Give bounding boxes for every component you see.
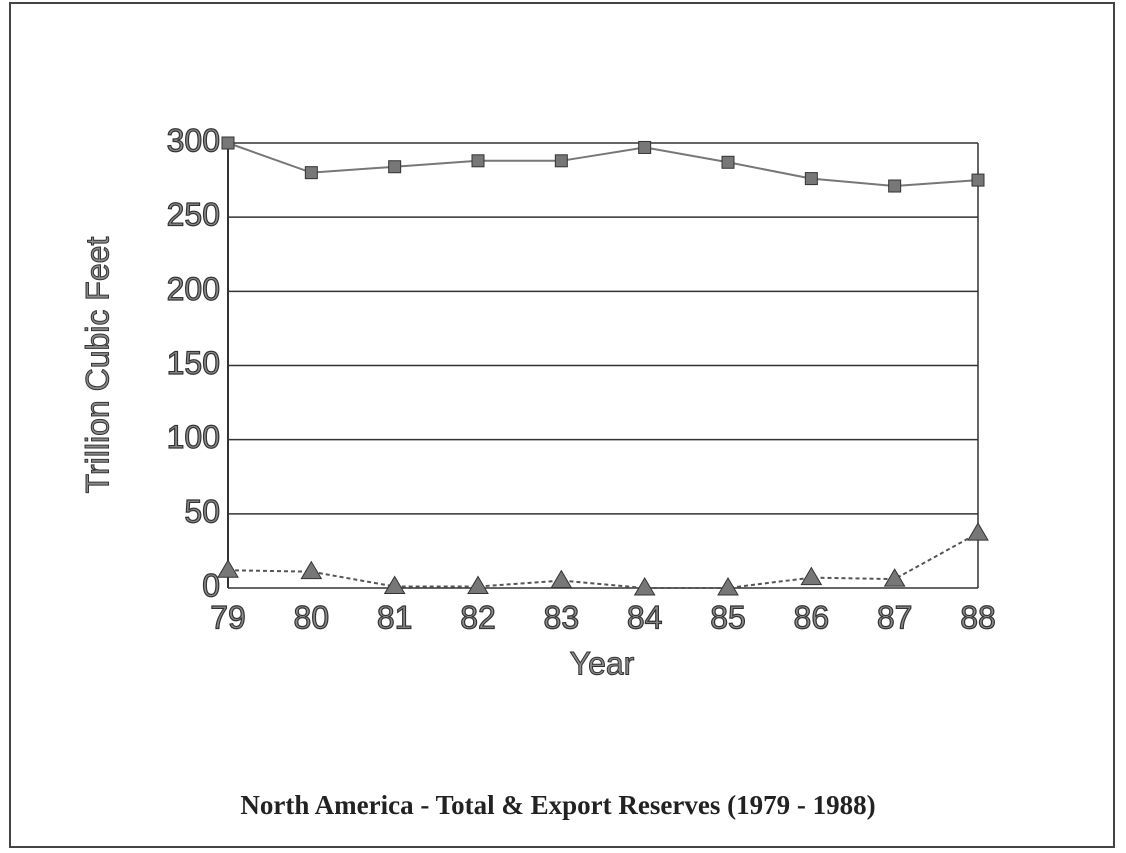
x-tick-label: 88 <box>960 599 996 635</box>
y-axis-label: Trillion Cubic Feet <box>79 237 115 494</box>
x-tick-label: 81 <box>377 599 413 635</box>
marker <box>633 577 656 596</box>
chart-title: North America - Total & Export Reserves … <box>240 790 875 820</box>
marker <box>717 577 739 596</box>
marker <box>471 154 485 168</box>
marker <box>221 136 235 150</box>
y-tick-label: 50 <box>184 493 220 529</box>
x-tick-label: 84 <box>627 599 663 635</box>
marker <box>550 569 573 589</box>
y-tick-label: 300 <box>167 122 220 158</box>
marker <box>304 166 318 180</box>
y-tick-label: 0 <box>202 567 220 603</box>
marker <box>467 575 489 595</box>
marker <box>638 140 652 154</box>
marker <box>383 575 406 595</box>
marker <box>967 522 989 541</box>
marker <box>554 154 568 168</box>
series-line <box>227 142 979 188</box>
y-tick-label: 150 <box>167 345 220 381</box>
marker <box>721 155 735 169</box>
marker <box>804 172 818 186</box>
series-line <box>227 532 979 589</box>
x-tick-label: 82 <box>460 599 496 635</box>
y-tick-label: 250 <box>167 197 220 233</box>
x-axis-label: Year <box>570 645 635 681</box>
marker <box>971 173 985 187</box>
x-tick-label: 87 <box>877 599 913 635</box>
x-tick-label: 85 <box>710 599 746 635</box>
marker <box>888 179 902 193</box>
x-tick-label: 83 <box>544 599 580 635</box>
marker <box>800 566 823 586</box>
x-tick-label: 80 <box>294 599 330 635</box>
y-tick-label: 200 <box>167 271 220 307</box>
x-tick-label: 86 <box>794 599 830 635</box>
marker <box>217 559 239 578</box>
y-tick-label: 100 <box>167 419 220 455</box>
marker <box>388 160 402 174</box>
frame <box>9 2 1115 848</box>
marker <box>883 568 906 587</box>
marker <box>300 560 323 580</box>
x-tick-label: 79 <box>210 599 246 635</box>
